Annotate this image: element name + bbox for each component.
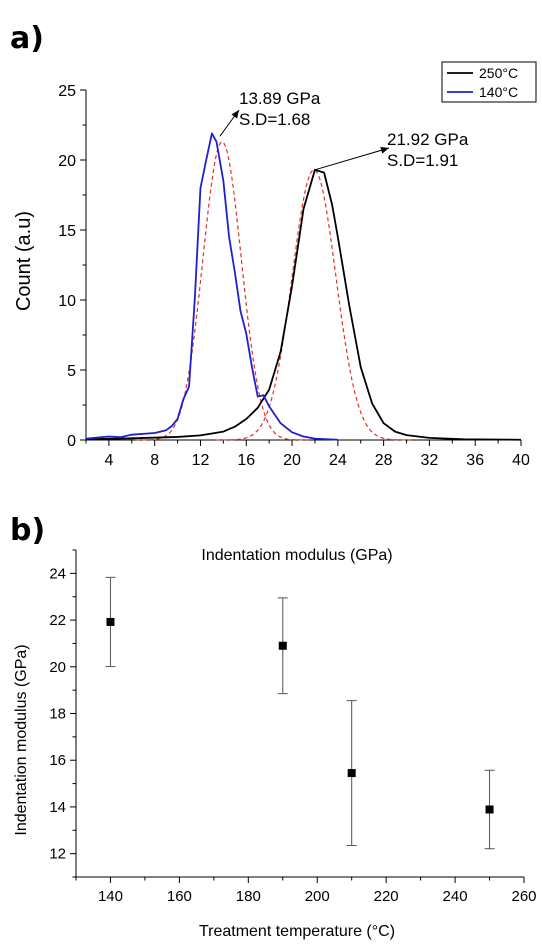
annotation-value: 21.92 GPa bbox=[387, 130, 469, 149]
legend-label: 250°C bbox=[479, 65, 518, 81]
panel-a: a) 4 8 12 16 20 24 28 32 36 40 0 5 10 15 20 25 13.89 GP… bbox=[10, 21, 537, 469]
data-point bbox=[278, 641, 287, 650]
panel-a-x-tick-label: 24 bbox=[329, 452, 347, 469]
panel-a-legend: 250°C 140°C bbox=[441, 61, 537, 103]
panel-a-y-axis-title: Count (a.u) bbox=[13, 211, 35, 311]
panel-a-y-tick-label: 25 bbox=[58, 83, 76, 100]
annotation-arrow-head bbox=[231, 110, 239, 119]
panel-b-points bbox=[105, 576, 495, 850]
panel-a-x-tick-label: 20 bbox=[283, 452, 301, 469]
panel-b-y-axis-title: Indentation modulus (GPa) bbox=[13, 644, 30, 835]
annotation-sd: S.D=1.91 bbox=[387, 151, 458, 170]
panel-a-y-tick-label: 15 bbox=[58, 223, 76, 240]
panel-b-y-tick-label: 14 bbox=[49, 799, 66, 816]
panel-b-y-tick-label: 16 bbox=[49, 752, 66, 769]
panel-a-x-tick-label: 12 bbox=[192, 452, 210, 469]
panel-a-y-tick-label: 10 bbox=[58, 293, 76, 310]
panel-a-axes: 4 8 12 16 20 24 28 32 36 40 0 5 10 15 20 25 bbox=[58, 83, 530, 469]
panel-a-series bbox=[85, 132, 522, 441]
panel-b-y-tick-label: 22 bbox=[49, 612, 66, 629]
annotation-sd: S.D=1.68 bbox=[239, 110, 310, 129]
panel-a-x-tick-label: 40 bbox=[512, 452, 530, 469]
panel-b-x-tick-label: 140 bbox=[98, 888, 123, 905]
panel-a-x-tick-label: 8 bbox=[150, 452, 159, 469]
panel-b-label: b) bbox=[10, 513, 45, 548]
panel-a-x-tick-label: 36 bbox=[466, 452, 484, 469]
panel-b-axes: 140 160 180 200 220 240 260 12 14 16 18 20 22 24 bbox=[49, 549, 537, 905]
panel-a-x-tick-label: 16 bbox=[237, 452, 255, 469]
panel-a-y-tick-label: 0 bbox=[67, 433, 76, 450]
series-line-250c bbox=[85, 168, 522, 441]
panel-b-x-tick-label: 260 bbox=[511, 888, 536, 905]
panel-b-y-tick-label: 18 bbox=[49, 706, 66, 723]
fit-curve-1 bbox=[135, 141, 309, 441]
legend-box bbox=[441, 61, 537, 103]
panel-a-x-tick-label: 28 bbox=[375, 452, 393, 469]
annotation-arrow-line bbox=[314, 147, 390, 171]
panel-b-x-tick-label: 160 bbox=[167, 888, 192, 905]
panel-a-annotations: 13.89 GPa S.D=1.68 21.92 GPa S.D=1.91 bbox=[219, 89, 469, 171]
panel-a-x-tick-label: 32 bbox=[421, 452, 439, 469]
legend-label: 140°C bbox=[479, 84, 518, 100]
panel-b-title: Indentation modulus (GPa) bbox=[201, 547, 392, 564]
panel-a-x-tick-label: 4 bbox=[104, 452, 113, 469]
panel-b-x-tick-label: 180 bbox=[236, 888, 261, 905]
panel-b-y-tick-label: 24 bbox=[49, 565, 66, 582]
panel-a-y-tick-label: 20 bbox=[58, 153, 76, 170]
panel-b: b) Indentation modulus (GPa) 140 160 180 20… bbox=[10, 513, 537, 940]
panel-b-x-tick-label: 240 bbox=[443, 888, 468, 905]
annotation-value: 13.89 GPa bbox=[239, 89, 321, 108]
panel-b-y-tick-label: 20 bbox=[49, 659, 66, 676]
panel-b-x-tick-label: 220 bbox=[374, 888, 399, 905]
data-point bbox=[106, 617, 115, 626]
panel-b-x-axis-title: Treatment temperature (°C) bbox=[199, 923, 395, 940]
panel-a-y-tick-label: 5 bbox=[67, 363, 76, 380]
annotation-arrow-head bbox=[380, 146, 389, 154]
panel-b-x-tick-label: 200 bbox=[305, 888, 330, 905]
fit-curve-2 bbox=[215, 169, 412, 441]
data-point bbox=[485, 805, 494, 814]
series-line-140c bbox=[85, 132, 338, 441]
panel-a-label: a) bbox=[10, 21, 44, 56]
panel-b-y-tick-label: 12 bbox=[49, 846, 66, 863]
data-point bbox=[347, 769, 356, 778]
